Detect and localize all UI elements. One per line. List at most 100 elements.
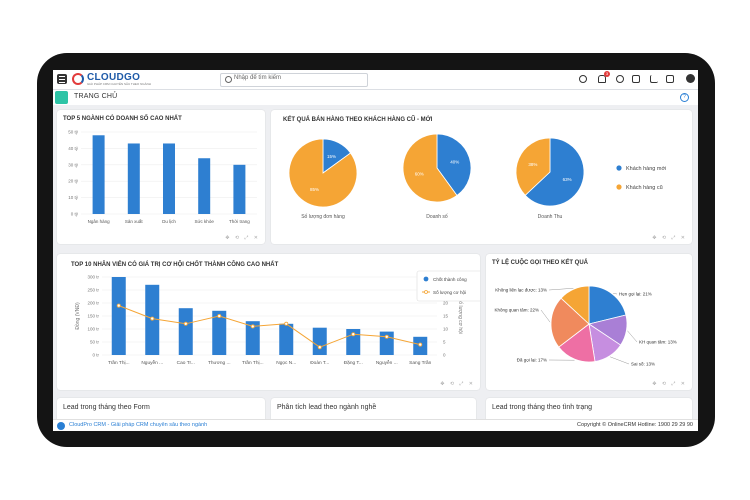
y2-tick-label: 15 [443,314,449,319]
legend-marker [616,184,622,190]
slice-label: 60% [415,171,424,176]
page-title: TRANG CHỦ [74,93,118,100]
chat-support-icon[interactable] [57,422,65,430]
pie-caption: Doanh số [426,214,448,220]
panel-title: TỶ LỆ CUỘC GỌI THEO KẾT QUẢ [492,260,589,266]
panel-title: KẾT QUẢ BÁN HÀNG THEO KHÁCH HÀNG CŨ - MỚ… [283,117,433,123]
line-point [384,334,389,339]
line-point [183,321,188,326]
pie-slice [560,285,590,325]
y2-tick-label: 0 [443,353,446,358]
series-line [118,305,421,348]
y-tick-label: 30 tỷ [68,161,79,167]
x-tick-label: Thời trang [229,219,250,224]
bar [92,135,105,214]
footer-tagline[interactable]: CloudPro CRM - Giải pháp CRM chuyên sâu … [69,422,208,428]
top5-bar-chart: 50 tỷ 40 tỷ 30 tỷ 20 tỷ 10 tỷ 0 tỷ Ngân hàng Sả… [68,129,257,224]
slice-label: 15% [327,154,336,159]
logo-text[interactable]: CLOUDGO [87,72,141,83]
menu-icon[interactable] [57,74,67,84]
legend-marker [423,276,429,282]
y-tick-label: 50 tr [90,340,100,345]
leader-line [627,330,638,343]
y-tick-label: 20 tỷ [68,178,79,184]
panel-actions[interactable]: ✥ ⟲ ⤢ ✕ [225,235,260,241]
x-tick-label: Du lịch [162,219,176,224]
panel-actions[interactable]: ✥ ⟲ ⤢ ✕ [652,235,687,241]
legend-label: Khách hàng cũ [626,185,663,191]
search-icon [225,76,232,83]
y-tick-label: 40 tỷ [68,145,79,151]
x-tick-label: Thương ... [208,360,231,366]
call-results-pie-chart: Hẹn gọi lại: 21% KH quan tâm: 13% Sai số: … [494,285,677,367]
slice-label: 85% [310,187,319,192]
chart-icon[interactable] [650,75,658,83]
notification-badge: 3 [604,71,610,77]
line-point [351,332,356,337]
bar [279,323,294,355]
x-tick-label: Sang Trần [409,360,431,366]
calendar-icon[interactable] [632,75,640,83]
leader-line [540,309,551,323]
x-tick-label: Nguyễn ... [141,359,163,366]
cloudgo-logo-icon [72,73,84,85]
pie-slice [288,138,358,208]
search-box[interactable]: Nhập để tìm kiếm [220,73,368,87]
search-input[interactable]: Nhập để tìm kiếm [234,75,282,81]
pie-slice [588,285,627,325]
panel-actions[interactable]: ✥ ⟲ ⤢ ✕ [440,381,475,387]
pie-caption: Số lượng đơn hàng [301,214,345,220]
x-tick-label: Sức khỏe [195,218,215,224]
footer-copyright: Copyright © OnlineCRM Hotline: 1900 29 2… [577,422,693,428]
bar [312,327,327,355]
pie-slice [402,133,458,203]
slice-label: Hẹn gọi lại: 21% [619,292,652,297]
slice-label: Không quan tâm: 22% [494,308,539,313]
slice-label: KH quan tâm: 13% [639,340,677,345]
y-tick-label: 100 tr [87,327,99,332]
x-tick-label: Trần Thị... [242,360,264,366]
y-tick-label: 300 tr [87,275,99,280]
app-screen: CLOUDGO GIẢI PHÁP CRM CHUYÊN SÂU THEO NG… [53,70,698,431]
line-point [317,345,322,350]
slice-label: 40% [450,160,459,165]
bell-icon[interactable] [598,75,606,83]
logo-tagline: GIẢI PHÁP CRM CHUYÊN SÂU THEO NGÀNH [87,82,151,86]
leader-line [609,356,630,365]
x-tick-label: Cao Tr... [177,360,195,366]
panel-actions[interactable]: ✥ ⟲ ⤢ ✕ [652,381,687,387]
bar [111,277,126,355]
legend-label: Khách hàng mới [626,166,666,172]
panel-top10-staff: TOP 10 NHÂN VIÊN CÓ GIÁ TRỊ CƠ HỘI CHỐT … [57,254,480,390]
y-tick-label: 200 tr [87,301,99,306]
y2-axis-label: Số lượng cơ hội [457,298,463,334]
y-tick-label: 50 tỷ [68,129,79,135]
y-tick-label: 0 tr [92,353,99,358]
panel-title: Lead trong tháng theo tình trạng [492,404,593,411]
bar [163,143,175,214]
line-point [418,342,423,347]
legend-box [416,270,480,302]
legend-label: Số lượng cơ hội [433,290,466,295]
plus-circle-icon[interactable] [579,75,587,83]
sales-pie-charts: 15% 85% Số lượng đơn hàng 40% 60% Doanh số 63%… [288,133,666,220]
help-icon[interactable]: ? [680,93,689,102]
panel-title: TOP 10 NHÂN VIÊN CÓ GIÁ TRỊ CƠ HỘI CHỐT … [71,262,279,268]
chat-icon[interactable] [616,75,624,83]
home-icon[interactable] [55,91,68,104]
avatar-icon[interactable] [686,74,695,83]
bar [233,164,246,214]
leader-line [548,288,574,291]
pie-slice [524,137,585,207]
legend-marker [616,165,622,171]
line-point [150,316,155,321]
y-tick-label: 150 tr [87,314,99,319]
slice-label: 63% [563,177,572,182]
y2-tick-label: 10 [443,327,449,332]
slice-label: Sai số: 13% [631,362,655,367]
check-icon[interactable] [666,75,674,83]
panel-title: Lead trong tháng theo Form [63,404,150,411]
x-tick-label: Ngọc N... [276,360,296,366]
bar [127,143,140,214]
y-tick-label: 10 tỷ [68,194,79,200]
